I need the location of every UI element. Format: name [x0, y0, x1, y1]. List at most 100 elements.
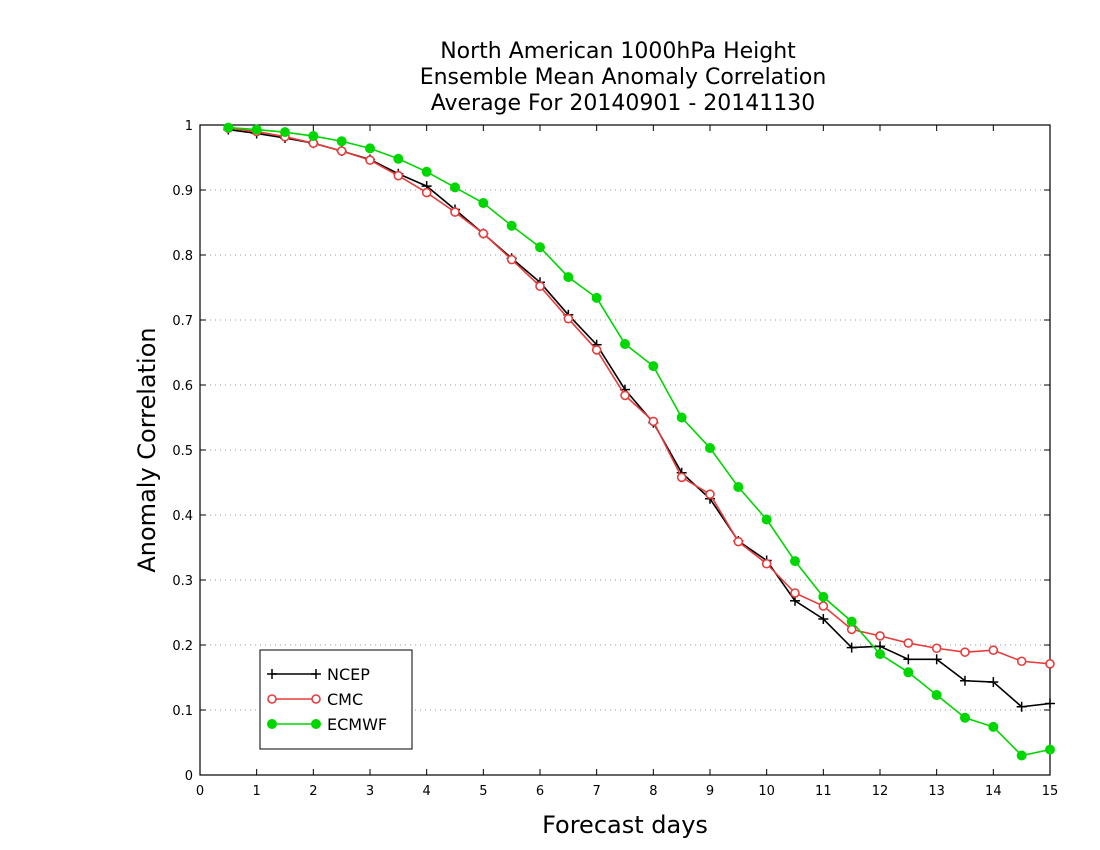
legend-label: NCEP	[327, 665, 370, 684]
data-point-open-circle	[988, 645, 999, 656]
data-point-open-circle	[365, 155, 375, 165]
x-tick-label: 13	[928, 784, 945, 799]
data-point-plus	[818, 614, 829, 624]
data-point-plus	[846, 642, 857, 653]
data-point-open-circle	[620, 390, 630, 401]
data-point-open-circle	[450, 207, 460, 217]
data-point-filled-circle	[705, 443, 715, 454]
x-tick-label: 14	[985, 784, 1002, 799]
series-ncep	[223, 124, 1055, 712]
data-point-filled-circle	[280, 127, 290, 138]
data-point-filled-circle	[988, 721, 999, 732]
x-tick-label: 3	[366, 784, 374, 799]
data-point-filled-circle	[1016, 750, 1027, 761]
data-point-open-circle	[506, 254, 517, 265]
y-tick-label: 0.4	[172, 509, 193, 524]
data-point-filled-circle	[960, 712, 970, 723]
x-axis-label: Forecast days	[542, 811, 708, 839]
y-tick-label: 0.7	[172, 314, 193, 329]
legend-item-ecmwf: ECMWF	[267, 715, 387, 734]
x-tick-label: 0	[196, 784, 204, 799]
data-point-open-circle	[336, 146, 347, 156]
y-tick-label: 0.1	[172, 704, 193, 719]
y-tick-label: 1	[185, 119, 193, 134]
legend-item-ncep: NCEP	[267, 665, 370, 684]
data-point-open-circle	[960, 647, 970, 657]
y-tick-label: 0.2	[172, 639, 193, 654]
data-point-filled-circle	[506, 220, 517, 231]
data-point-filled-circle	[223, 122, 234, 133]
data-point-filled-circle	[478, 198, 489, 208]
x-tick-label: 2	[309, 784, 317, 799]
legend-label: CMC	[327, 690, 363, 709]
data-point-open-circle	[846, 624, 857, 635]
data-point-plus	[960, 675, 970, 686]
data-point-open-circle	[393, 170, 404, 181]
x-tick-label: 10	[758, 784, 775, 799]
x-tick-label: 6	[536, 784, 544, 799]
data-point-plus	[311, 669, 321, 679]
data-point-open-circle	[1016, 656, 1027, 667]
data-point-filled-circle	[1045, 744, 1055, 755]
x-tick-label: 9	[706, 784, 714, 799]
data-point-open-circle	[733, 536, 744, 547]
data-point-filled-circle	[535, 242, 545, 253]
data-point-filled-circle	[676, 412, 687, 423]
axis-ticks: 00.10.20.30.40.50.60.70.80.910 1 2 3 4 5 6 7 8 9 1…	[172, 119, 1058, 799]
data-point-filled-circle	[591, 292, 602, 303]
data-point-filled-circle	[818, 591, 829, 602]
data-point-plus	[267, 669, 277, 679]
data-point-open-circle	[591, 345, 602, 355]
data-point-filled-circle	[251, 124, 262, 135]
x-tick-label: 7	[593, 784, 601, 799]
data-point-open-circle	[875, 631, 885, 641]
data-point-filled-circle	[790, 556, 800, 567]
y-tick-label: 0.9	[172, 184, 193, 199]
title-line-3: Average For 20140901 - 20141130	[431, 91, 816, 116]
data-point-plus	[903, 654, 914, 665]
x-tick-label: 4	[423, 784, 431, 799]
data-point-filled-circle	[761, 514, 772, 525]
data-point-open-circle	[761, 558, 772, 569]
data-point-filled-circle	[620, 339, 630, 350]
data-point-plus	[931, 654, 942, 665]
title-line-2: Ensemble Mean Anomaly Correlation	[420, 65, 827, 90]
x-tick-label: 8	[649, 784, 657, 799]
x-tick-label: 12	[872, 784, 889, 799]
y-tick-label: 0.8	[172, 249, 193, 264]
data-point-open-circle	[790, 588, 800, 598]
data-point-filled-circle	[267, 719, 277, 729]
data-point-filled-circle	[365, 143, 375, 154]
data-point-filled-circle	[336, 136, 347, 147]
series-group	[223, 122, 1055, 761]
series-cmc	[223, 123, 1055, 669]
data-point-open-circle	[1045, 659, 1055, 669]
data-point-filled-circle	[308, 131, 319, 142]
legend-label: ECMWF	[327, 715, 387, 734]
data-point-plus	[1016, 701, 1027, 712]
data-point-open-circle	[421, 187, 432, 198]
legend: NCEP CMC ECMWF	[259, 649, 413, 750]
legend-item-cmc: CMC	[267, 690, 363, 709]
y-axis-label: Anomaly Correlation	[133, 327, 161, 572]
data-point-filled-circle	[563, 272, 574, 283]
series-line-ncep	[228, 128, 1051, 708]
data-point-plus	[988, 677, 999, 688]
series-line-cmc	[228, 127, 1051, 665]
title-line-1: North American 1000hPa Height	[440, 39, 796, 64]
data-point-open-circle	[903, 638, 914, 648]
y-tick-label: 0	[185, 769, 193, 784]
data-point-open-circle	[478, 228, 489, 239]
data-point-filled-circle	[311, 719, 321, 729]
x-tick-label: 5	[479, 784, 487, 799]
data-point-filled-circle	[931, 690, 942, 701]
data-point-open-circle	[705, 489, 715, 500]
data-point-filled-circle	[875, 649, 885, 660]
x-tick-label: 11	[815, 784, 832, 799]
data-point-plus	[1045, 698, 1055, 709]
data-point-open-circle	[931, 643, 942, 654]
data-point-filled-circle	[733, 482, 744, 493]
y-tick-label: 0.6	[172, 379, 193, 394]
data-point-open-circle	[648, 416, 659, 427]
